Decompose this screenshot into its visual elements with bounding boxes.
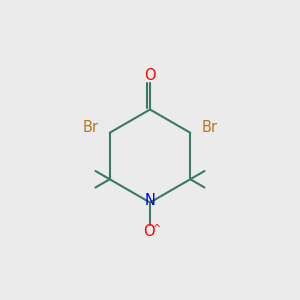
Text: Br: Br	[82, 120, 98, 135]
Text: N: N	[145, 193, 155, 208]
Text: O: O	[144, 68, 156, 83]
Text: O: O	[143, 224, 154, 239]
Text: ^: ^	[152, 224, 161, 234]
Text: Br: Br	[202, 120, 218, 135]
